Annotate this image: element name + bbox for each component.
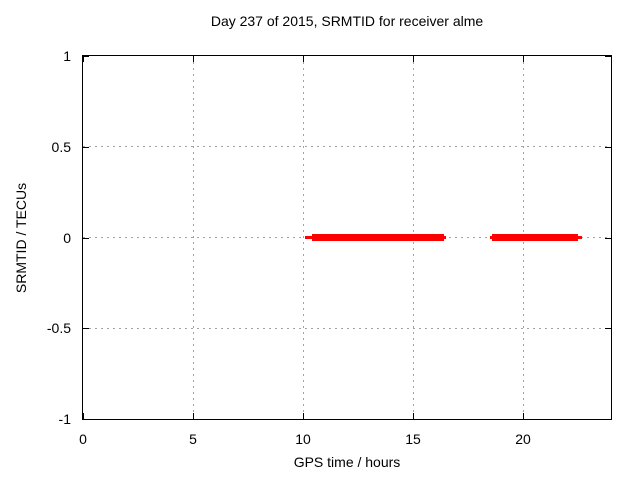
x-tick-top xyxy=(523,56,524,62)
chart-title: Day 237 of 2015, SRMTID for receiver alm… xyxy=(210,13,484,29)
y-tick-right xyxy=(605,328,611,329)
series-segment xyxy=(311,234,444,241)
x-tick-bottom xyxy=(523,413,524,419)
x-tick-label: 5 xyxy=(189,431,197,447)
y-tick-left xyxy=(83,419,89,420)
x-tick-bottom xyxy=(303,413,304,419)
y-tick-left xyxy=(83,56,89,57)
x-tick-bottom xyxy=(83,413,84,419)
y-tick-label: -1 xyxy=(58,411,71,427)
x-tick-label: 10 xyxy=(295,431,311,447)
y-tick-right xyxy=(605,238,611,239)
x-tick-label: 15 xyxy=(405,431,421,447)
x-tick-bottom xyxy=(193,413,194,419)
x-tick-label: 20 xyxy=(515,431,531,447)
gridline-horizontal xyxy=(83,327,611,329)
y-tick-label: 1 xyxy=(63,48,71,64)
y-tick-left xyxy=(83,238,89,239)
y-tick-right xyxy=(605,419,611,420)
y-tick-right xyxy=(605,56,611,57)
series-segment xyxy=(492,234,578,241)
y-tick-left xyxy=(83,328,89,329)
plot-area: 0 5 10 15 20 -1 -0.5 0 0.5 1 xyxy=(47,48,612,447)
y-tick-left xyxy=(83,147,89,148)
x-tick-top xyxy=(303,56,304,62)
x-tick-top xyxy=(193,56,194,62)
y-tick-label: 0 xyxy=(63,229,71,246)
x-tick-top xyxy=(413,56,414,62)
x-tick-top xyxy=(83,56,84,62)
gridline-horizontal xyxy=(83,146,611,148)
y-tick-label: 0.5 xyxy=(51,138,71,155)
x-tick-label: 0 xyxy=(79,431,87,447)
y-tick-label: -0.5 xyxy=(46,320,71,337)
x-axis-label: GPS time / hours xyxy=(293,454,401,470)
x-tick-bottom xyxy=(413,413,414,419)
y-tick-right xyxy=(605,147,611,148)
